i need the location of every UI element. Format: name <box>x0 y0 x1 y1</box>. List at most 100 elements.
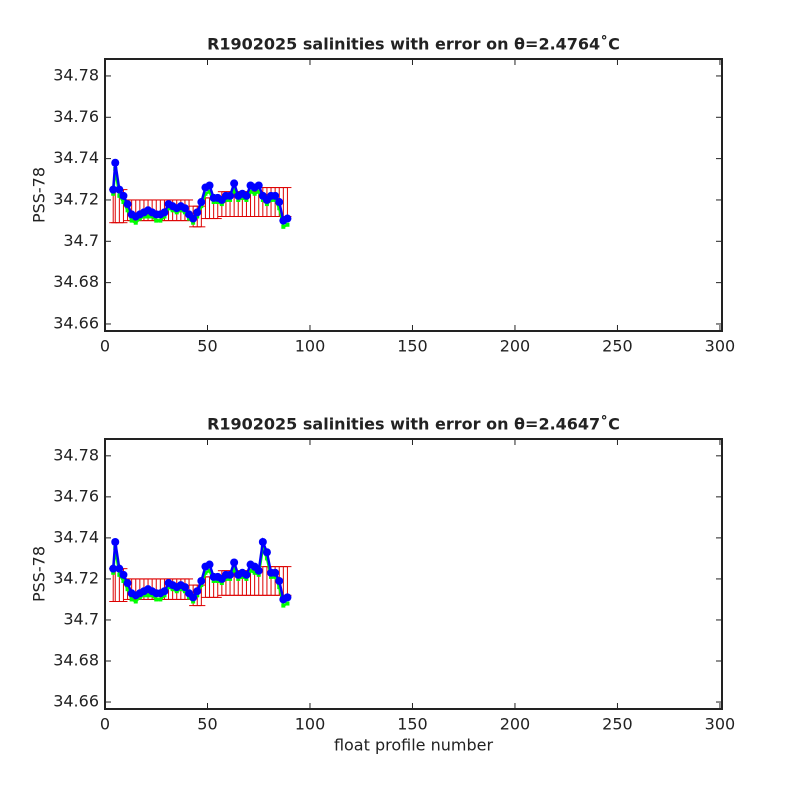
chart-title: R1902025 salinities with error on θ=2.47… <box>207 35 620 54</box>
data-point <box>137 595 142 600</box>
data-point <box>191 599 196 604</box>
data-point <box>285 222 290 227</box>
x-tick-label: 50 <box>197 715 217 734</box>
data-point <box>166 585 171 590</box>
data-point <box>174 210 179 215</box>
data-point <box>117 193 122 198</box>
data-point <box>121 578 126 583</box>
data-point <box>109 564 118 573</box>
data-point <box>125 587 130 592</box>
data-point <box>223 197 228 202</box>
data-point <box>219 202 224 207</box>
data-point <box>283 593 292 602</box>
data-point <box>111 191 116 196</box>
data-point <box>129 597 134 602</box>
data-point <box>187 595 192 600</box>
data-point <box>226 191 235 200</box>
data-point <box>230 558 239 567</box>
data-point <box>211 200 216 205</box>
data-point <box>191 220 196 225</box>
data-point <box>262 548 271 557</box>
data-point <box>283 214 292 223</box>
data-point <box>158 597 163 602</box>
x-tick-label: 300 <box>705 715 736 734</box>
data-point <box>115 564 124 573</box>
data-point <box>160 587 169 596</box>
data-point <box>109 185 118 194</box>
data-point <box>256 189 261 194</box>
x-axis-label: float profile number <box>334 736 494 755</box>
x-tick-label: 200 <box>500 715 531 734</box>
data-point <box>215 200 220 205</box>
data-point <box>277 585 282 590</box>
data-point <box>244 197 249 202</box>
data-point <box>111 158 120 167</box>
y-tick-label: 34.76 <box>53 486 99 505</box>
data-point <box>211 578 216 583</box>
data-point <box>178 587 183 592</box>
data-point <box>123 579 132 588</box>
data-point <box>281 224 286 229</box>
data-point <box>199 204 204 209</box>
data-point <box>275 198 284 207</box>
axes-box <box>104 58 723 332</box>
data-point <box>228 576 233 581</box>
data-point <box>166 206 171 211</box>
data-point <box>189 214 198 223</box>
data-point <box>117 572 122 577</box>
data-point <box>111 537 120 546</box>
data-point <box>174 589 179 594</box>
data-point <box>232 187 237 192</box>
data-point <box>205 560 214 569</box>
y-tick-label: 34.68 <box>53 272 99 291</box>
data-point <box>205 181 214 190</box>
data-point <box>242 570 251 579</box>
data-point <box>236 197 241 202</box>
x-tick-label: 100 <box>295 715 326 734</box>
data-point <box>119 570 128 579</box>
data-point <box>158 218 163 223</box>
y-tick-label: 34.66 <box>53 313 99 332</box>
y-tick-label: 34.76 <box>53 107 99 126</box>
data-point <box>228 197 233 202</box>
x-tick-label: 200 <box>500 337 531 356</box>
data-point <box>230 179 239 188</box>
y-axis-label: PSS-78 <box>30 546 49 602</box>
data-point <box>180 204 189 213</box>
data-point <box>146 593 151 598</box>
data-point <box>244 576 249 581</box>
x-tick-label: 0 <box>100 715 110 734</box>
data-point <box>137 216 142 221</box>
data-point <box>195 214 200 219</box>
data-point <box>125 208 130 213</box>
data-point <box>277 206 282 211</box>
data-point <box>275 576 284 585</box>
data-point <box>141 593 146 598</box>
data-point <box>242 191 251 200</box>
y-tick-label: 34.72 <box>53 189 99 208</box>
data-point <box>207 568 212 573</box>
data-point <box>258 537 267 546</box>
y-tick-label: 34.68 <box>53 650 99 669</box>
data-point <box>203 570 208 575</box>
data-point <box>256 572 261 577</box>
data-point <box>150 593 155 598</box>
data-point <box>273 574 278 579</box>
y-tick-label: 34.72 <box>53 568 99 587</box>
data-point <box>240 195 245 200</box>
data-point <box>197 576 206 585</box>
axes-box <box>104 438 723 710</box>
data-point <box>160 208 169 217</box>
data-point <box>195 593 200 598</box>
data-point <box>182 589 187 594</box>
data-point <box>248 568 253 573</box>
x-tick-label: 100 <box>295 337 326 356</box>
data-point <box>215 578 220 583</box>
x-tick-label: 150 <box>397 715 428 734</box>
data-point <box>254 566 263 575</box>
x-tick-label: 250 <box>602 715 633 734</box>
data-point <box>170 587 175 592</box>
data-point <box>119 191 128 200</box>
